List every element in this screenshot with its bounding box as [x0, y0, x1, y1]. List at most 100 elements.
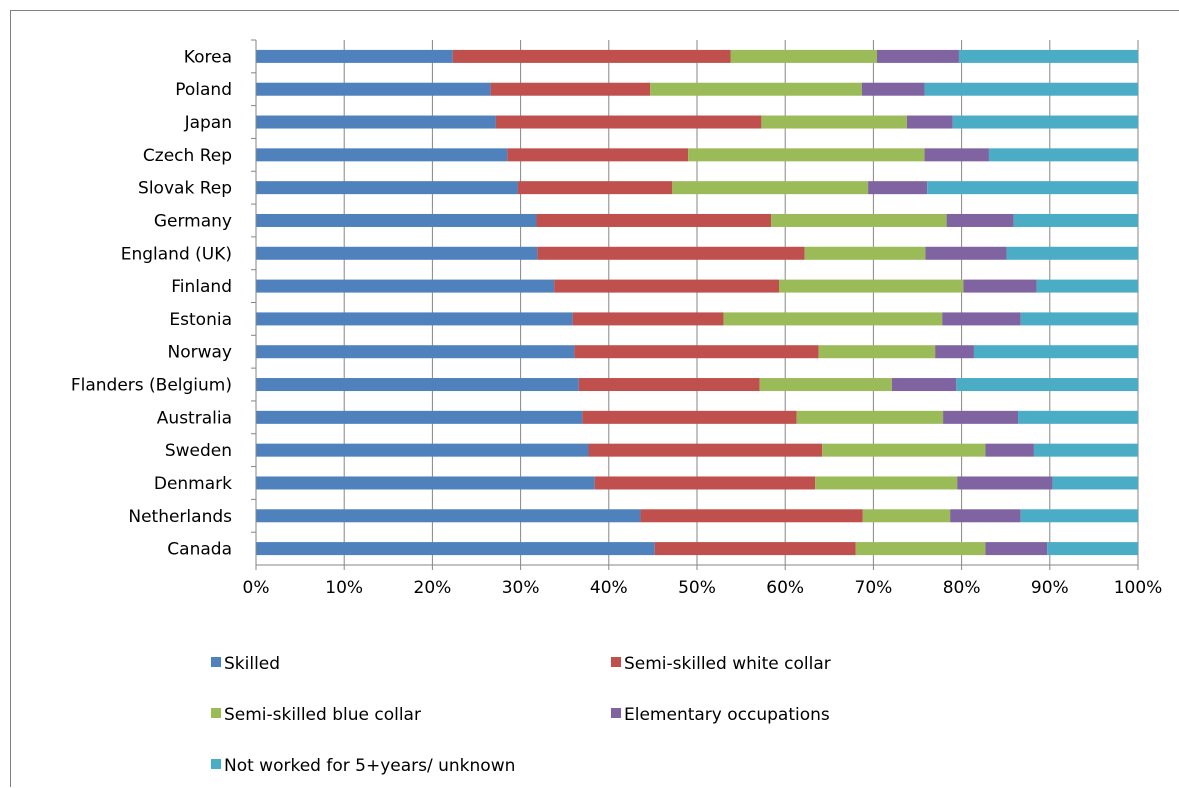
legend-swatch — [211, 759, 221, 769]
bar-segment — [797, 411, 943, 424]
bar-segment — [579, 378, 760, 391]
legend-swatch — [611, 708, 621, 718]
x-tick-label: 20% — [414, 578, 452, 598]
category-label: Flanders (Belgium) — [71, 376, 232, 396]
bar-segment — [760, 378, 892, 391]
bar-segment — [927, 181, 1138, 194]
bar-segment — [256, 345, 574, 358]
bar-segment — [956, 378, 1138, 391]
legend-label: Semi-skilled white collar — [624, 654, 831, 674]
category-label: Finland — [171, 277, 232, 297]
bar-segment — [761, 116, 907, 129]
bar-segment — [641, 509, 863, 522]
bar-segment — [856, 542, 986, 555]
stacked-bar-chart: 0% 10% 20% 30% 40% 50% 60% 70% 80% 90% 100% Korea Po… — [11, 11, 1179, 788]
bar-segment — [877, 50, 959, 63]
bar-segment — [947, 214, 1014, 227]
bar-segment — [1037, 280, 1138, 293]
category-label: Australia — [157, 408, 232, 428]
bar-segment — [942, 312, 1020, 325]
bar-segment — [963, 280, 1036, 293]
bar-segment — [985, 542, 1047, 555]
category-label: Netherlands — [128, 507, 232, 527]
bar-segment — [815, 476, 957, 489]
bar-segment — [925, 83, 1138, 96]
x-tick-label: 100% — [1114, 578, 1163, 598]
bar-segment — [256, 83, 491, 96]
bar-segment — [573, 312, 724, 325]
bar-segment — [256, 214, 536, 227]
bar-segment — [256, 444, 589, 457]
bar-segment — [943, 411, 1018, 424]
bar-segment — [819, 345, 935, 358]
bar-segment — [595, 476, 816, 489]
bar-segment — [582, 411, 796, 424]
bar-segment — [950, 509, 1021, 522]
bar-segment — [256, 509, 641, 522]
bar-segment — [957, 476, 1052, 489]
bar-segment — [1034, 444, 1138, 457]
bar-segment — [256, 247, 537, 260]
category-label: Sweden — [165, 441, 232, 461]
category-label: Norway — [168, 343, 233, 363]
bar-segment — [589, 444, 823, 457]
bar-segment — [723, 312, 942, 325]
category-label: England (UK) — [121, 244, 232, 264]
bar-segment — [868, 181, 927, 194]
bar-segment — [822, 444, 985, 457]
bar-segment — [256, 280, 554, 293]
bar-segment — [688, 148, 924, 161]
x-tick-label: 90% — [1031, 578, 1069, 598]
bar-segment — [256, 542, 655, 555]
bar-segment — [256, 378, 579, 391]
bar-segment — [907, 116, 953, 129]
bar-segment — [1007, 247, 1138, 260]
bar-segment — [959, 50, 1138, 63]
bar-segment — [731, 50, 877, 63]
bar-segment — [1052, 476, 1138, 489]
bar-segment — [985, 444, 1034, 457]
legend-swatch — [611, 657, 621, 667]
bar-segment — [1021, 509, 1138, 522]
legend-label: Not worked for 5+years/ unknown — [224, 756, 515, 776]
bar-segment — [256, 181, 518, 194]
bar-segment — [554, 280, 779, 293]
bar-segment — [518, 181, 672, 194]
chart-area: 0% 10% 20% 30% 40% 50% 60% 70% 80% 90% 100% Korea Po… — [10, 10, 1179, 787]
bar-segment — [256, 312, 573, 325]
bar-segment — [1014, 214, 1138, 227]
bar-segment — [453, 50, 731, 63]
legend-label: Elementary occupations — [624, 705, 830, 725]
legend-label: Semi-skilled blue collar — [224, 705, 421, 725]
bar-segment — [574, 345, 818, 358]
bar-segment — [779, 280, 963, 293]
bar-segment — [892, 378, 956, 391]
bar-segment — [256, 476, 595, 489]
bar-segment — [650, 83, 862, 96]
bar-segment — [256, 116, 496, 129]
bar-segment — [989, 148, 1138, 161]
bar-segment — [1047, 542, 1138, 555]
bar-segment — [655, 542, 856, 555]
bar-segment — [491, 83, 651, 96]
bar-segment — [536, 214, 771, 227]
bar-segment — [1018, 411, 1138, 424]
x-tick-label: 60% — [766, 578, 804, 598]
x-tick-label: 40% — [590, 578, 628, 598]
bar-segment — [256, 148, 507, 161]
bar-segment — [862, 83, 925, 96]
bar-segment — [771, 214, 947, 227]
bar-segment — [863, 509, 950, 522]
legend-swatch — [211, 708, 221, 718]
bar-segment — [805, 247, 926, 260]
bar-segment — [672, 181, 868, 194]
bar-segment — [496, 116, 761, 129]
bar-segment — [1021, 312, 1138, 325]
bar-segment — [925, 247, 1006, 260]
bar-segment — [925, 148, 989, 161]
bar-segment — [537, 247, 804, 260]
category-label: Estonia — [169, 310, 232, 330]
category-label: Denmark — [154, 474, 232, 494]
category-label: Poland — [175, 80, 232, 100]
category-label: Czech Rep — [143, 146, 232, 166]
